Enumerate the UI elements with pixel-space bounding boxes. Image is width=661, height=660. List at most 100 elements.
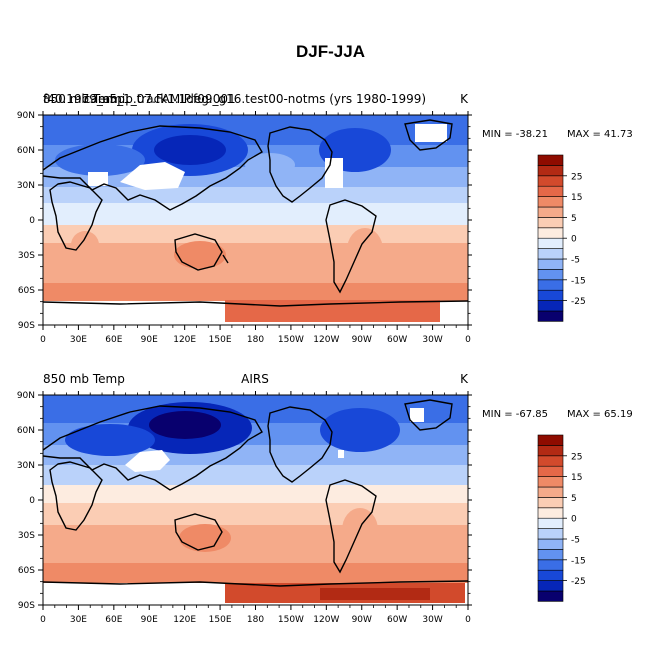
x-tick-label: 120E <box>173 335 196 345</box>
x-tick-label: 60E <box>105 615 122 625</box>
colorbar-swatch <box>537 580 564 592</box>
colorbar-swatch <box>537 528 564 540</box>
y-tick-label: 0 <box>29 496 35 506</box>
colorbar-tick-label: 25 <box>571 172 582 182</box>
panel-1-dataset: cam5_1_07.FAMIP.f09_g16.test00-notms (yr… <box>84 92 426 106</box>
x-tick-label: 30W <box>422 335 442 345</box>
x-tick-label: 60W <box>387 335 407 345</box>
colorbar-swatch <box>537 310 564 322</box>
y-tick-label: 30S <box>18 531 35 541</box>
x-tick-label: 150W <box>278 335 304 345</box>
colorbar-swatch <box>537 300 564 312</box>
x-tick-label: 60E <box>105 335 122 345</box>
colorbar-tick-label: 25 <box>571 452 582 462</box>
panel-2-min: MIN = -67.85 <box>482 409 548 420</box>
panel-1-title: 850 mb Temp <box>43 92 125 106</box>
colorbar-swatch <box>537 248 564 260</box>
panel-2: 0 30E 60E 90E 120E 150E 180 150W 120W 90W 60W 30W 09… <box>17 372 633 625</box>
colorbar-swatch <box>537 465 564 477</box>
x-tick-label: 150W <box>278 615 304 625</box>
panel-1-field <box>43 115 468 325</box>
colorbar-tick-label: 15 <box>571 473 582 483</box>
y-tick-label: 60S <box>18 566 35 576</box>
panel-1-axes: 0 30E 60E 90E 120E 150E 180 150W 120W 90W 60W 30W 09… <box>17 111 472 345</box>
colorbar-swatch <box>537 175 564 187</box>
colorbar-swatch <box>537 549 564 561</box>
colorbar-tick-label: 0 <box>571 235 577 245</box>
panel-1-units: K <box>460 92 469 106</box>
x-tick-label: 90W <box>352 615 372 625</box>
colorbar-tick-label: -25 <box>571 577 586 587</box>
panel-2-max: MAX = 65.19 <box>567 409 633 420</box>
panel-2-field <box>43 395 468 605</box>
y-tick-label: 0 <box>29 216 35 226</box>
panel-1-colorbar: 25 15 5 0 -5 -15 -25 <box>537 154 586 322</box>
figure-title: DJF-JJA <box>296 42 365 61</box>
x-tick-label: 90W <box>352 335 372 345</box>
colorbar-swatch <box>537 486 564 498</box>
y-tick-label: 60S <box>18 286 35 296</box>
colorbar-tick-label: -15 <box>571 276 586 286</box>
colorbar-swatch <box>537 258 564 270</box>
colorbar-swatch <box>537 434 564 446</box>
panel-2-units: K <box>460 372 469 386</box>
colorbar-swatch <box>537 289 564 301</box>
x-tick-label: 90E <box>141 615 158 625</box>
colorbar-tick-label: 5 <box>571 494 577 504</box>
x-tick-label: 120W <box>313 615 339 625</box>
colorbar-swatch <box>537 538 564 550</box>
colorbar-swatch <box>537 269 564 281</box>
colorbar-swatch <box>537 497 564 509</box>
x-tick-label: 180 <box>247 615 264 625</box>
colorbar-swatch <box>537 154 564 166</box>
y-tick-label: 90N <box>17 111 35 121</box>
colorbar-swatch <box>537 206 564 218</box>
x-tick-label: 0 <box>465 615 471 625</box>
y-tick-label: 30S <box>18 251 35 261</box>
y-tick-label: 30N <box>17 461 35 471</box>
x-tick-label: 60W <box>387 615 407 625</box>
panel-1-max: MAX = 41.73 <box>567 129 633 140</box>
x-tick-label: 90E <box>141 335 158 345</box>
colorbar-swatch <box>537 507 564 519</box>
colorbar-swatch <box>537 569 564 581</box>
x-tick-label: 30E <box>70 335 87 345</box>
panel-2-title: 850 mb Temp <box>43 372 125 386</box>
panel-2-axes: 0 30E 60E 90E 120E 150E 180 150W 120W 90W 60W 30W 09… <box>17 391 472 625</box>
x-tick-label: 0 <box>40 335 46 345</box>
colorbar-swatch <box>537 445 564 457</box>
x-tick-label: 0 <box>40 615 46 625</box>
y-tick-label: 90N <box>17 391 35 401</box>
colorbar-swatch <box>537 185 564 197</box>
colorbar-swatch <box>537 237 564 249</box>
colorbar-swatch <box>537 590 564 602</box>
colorbar-tick-label: -5 <box>571 256 580 266</box>
panel-1: 0 30E 60E 90E 120E 150E 180 150W 120W 90W 60W 30W 09… <box>17 92 633 345</box>
colorbar-tick-label: -25 <box>571 297 586 307</box>
x-tick-label: 150E <box>209 335 232 345</box>
x-tick-label: 180 <box>247 335 264 345</box>
colorbar-swatch <box>537 476 564 488</box>
panel-2-colorbar: 25 15 5 0 -5 -15 -25 <box>537 434 586 602</box>
colorbar-swatch <box>537 165 564 177</box>
y-tick-label: 90S <box>18 321 35 331</box>
colorbar-tick-label: -15 <box>571 556 586 566</box>
x-tick-label: 0 <box>465 335 471 345</box>
x-tick-label: 120W <box>313 335 339 345</box>
y-tick-label: 60N <box>17 146 35 156</box>
x-tick-label: 30W <box>422 615 442 625</box>
y-tick-label: 90S <box>18 601 35 611</box>
colorbar-swatch <box>537 559 564 571</box>
colorbar-swatch <box>537 227 564 239</box>
x-tick-label: 150E <box>209 615 232 625</box>
y-tick-label: 60N <box>17 426 35 436</box>
colorbar-tick-label: -5 <box>571 536 580 546</box>
colorbar-swatch <box>537 279 564 291</box>
colorbar-tick-label: 5 <box>571 214 577 224</box>
x-tick-label: 120E <box>173 615 196 625</box>
colorbar-swatch <box>537 196 564 208</box>
panel-2-dataset: AIRS <box>241 372 269 386</box>
colorbar-swatch <box>537 517 564 529</box>
y-tick-label: 30N <box>17 181 35 191</box>
